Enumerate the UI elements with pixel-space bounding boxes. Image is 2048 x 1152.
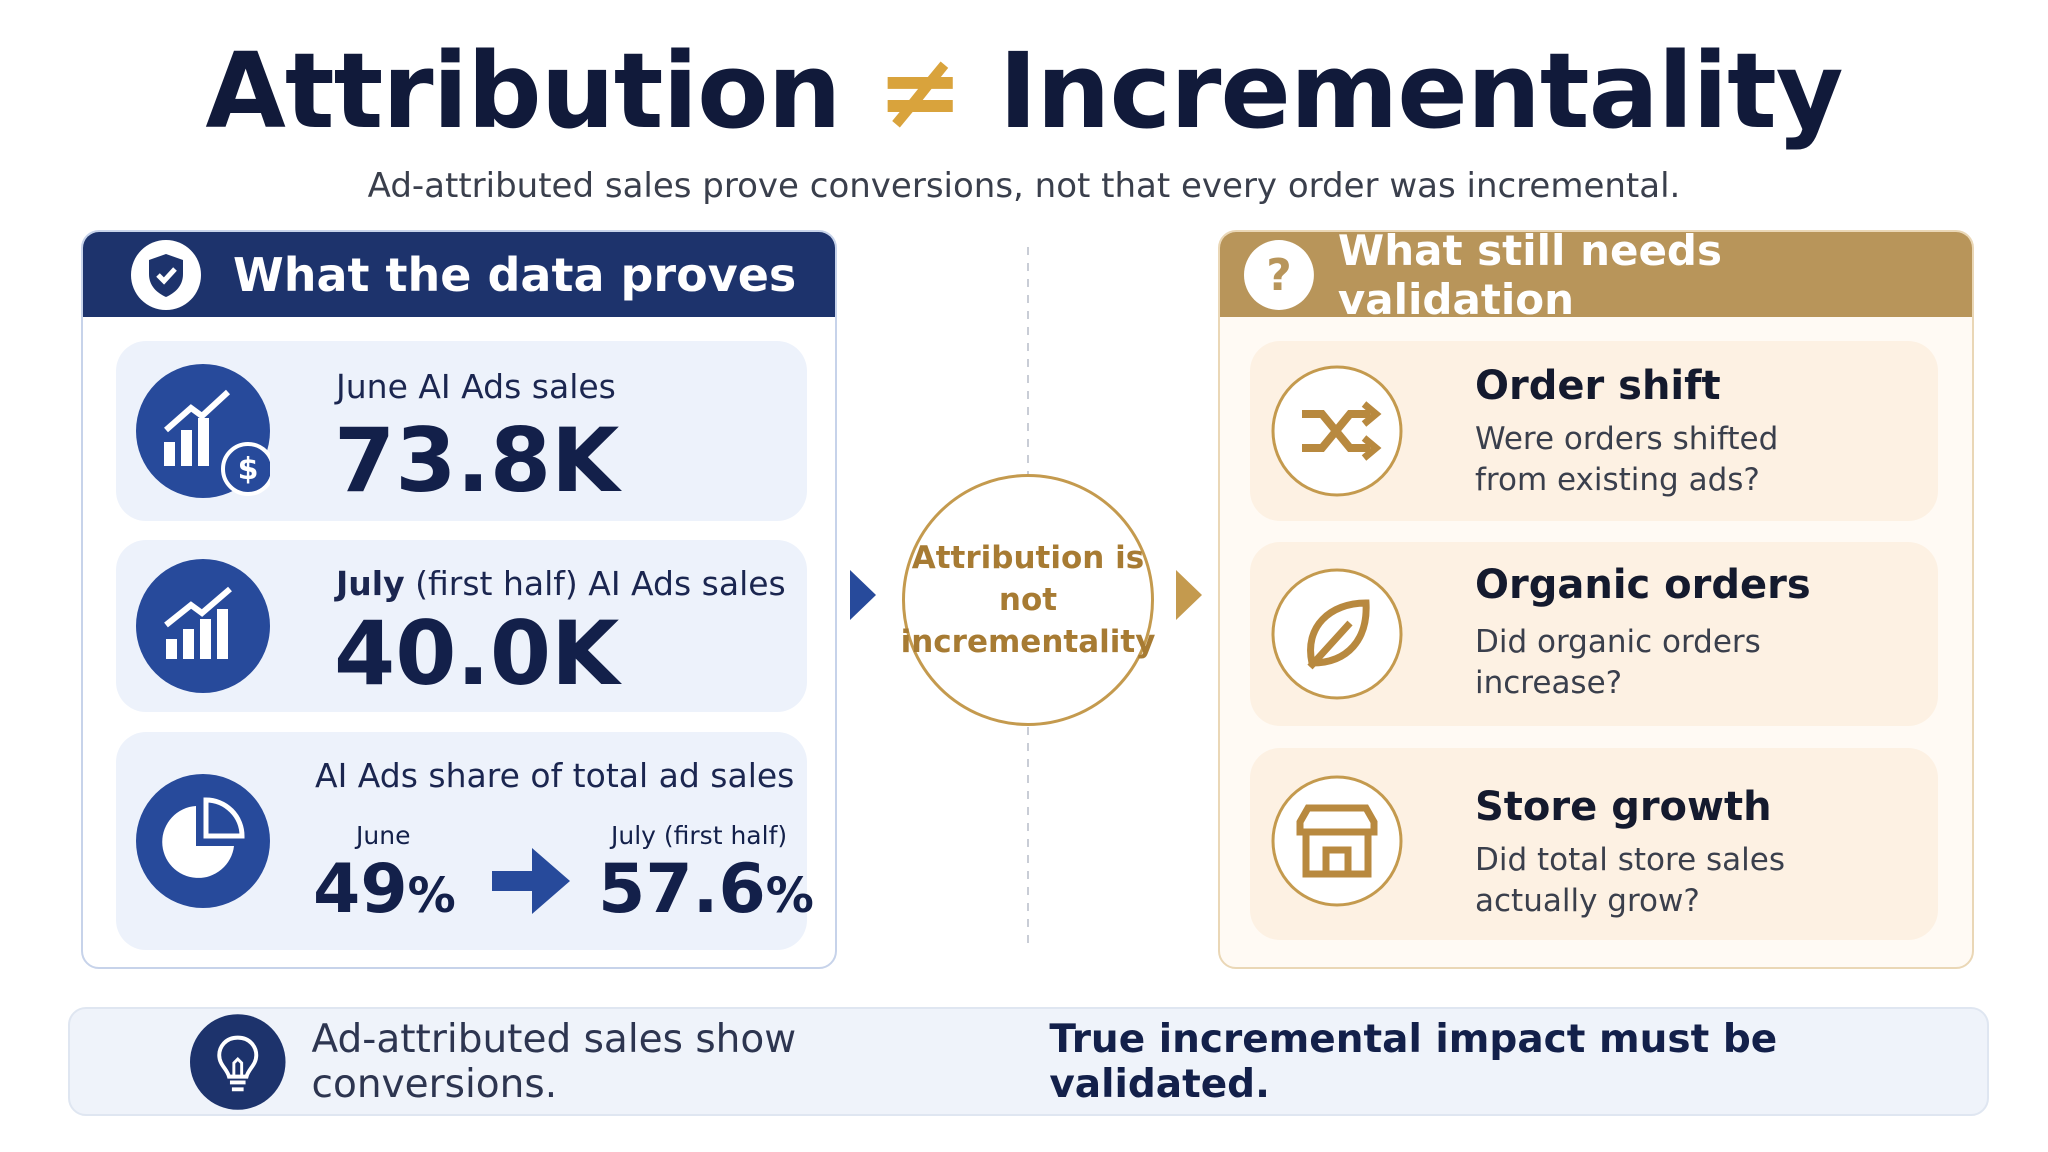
question-card: Store growth Did total store sales actua…: [1250, 748, 1938, 940]
metric-label: July (first half) AI Ads sales: [336, 564, 786, 603]
metric-label-month: July: [336, 564, 405, 603]
question-text: Did organic orders increase?: [1475, 624, 1761, 701]
left-panel-header: What the data proves: [83, 232, 835, 317]
shuffle-icon: [1271, 365, 1403, 497]
metric-value: 73.8K: [334, 409, 620, 512]
svg-text:$: $: [238, 452, 259, 487]
right-panel: ? What still needs validation Order shif…: [1218, 230, 1974, 969]
question-card: Order shift Were orders shifted from exi…: [1250, 341, 1938, 521]
to-value: 57.6%: [598, 850, 814, 929]
metric-card: July (first half) AI Ads sales 40.0K: [116, 540, 807, 712]
arrow: [492, 848, 570, 914]
right-panel-title: What still needs validation: [1337, 230, 1722, 324]
chart-icon: $: [136, 364, 270, 498]
leaf-icon: [1271, 568, 1403, 700]
question-title: Order shift: [1475, 363, 1721, 409]
left-panel: What the data proves $ June AI Ads sales…: [81, 230, 837, 969]
footer-text: Ad-attributed sales show conversions.: [311, 1016, 797, 1107]
svg-text:?: ?: [1266, 249, 1292, 300]
from-number: 49: [313, 850, 408, 929]
to-number: 57.6: [598, 850, 766, 929]
pie-icon: [136, 774, 270, 908]
title-sign: ≠: [876, 30, 964, 152]
question-card: Organic orders Did organic orders increa…: [1250, 542, 1938, 726]
metric-label: June AI Ads sales: [336, 367, 616, 406]
arrow-right: [1176, 570, 1202, 620]
subtitle: Ad-attributed sales prove conversions, n…: [367, 166, 1681, 206]
share-card: AI Ads share of total ad sales June 49% …: [116, 732, 814, 950]
from-label: June: [356, 821, 411, 850]
metric-card: $ June AI Ads sales 73.8K: [116, 341, 807, 521]
from-value: 49%: [313, 850, 456, 929]
divider: [1027, 247, 1029, 947]
metric-value: 40.0K: [334, 602, 620, 705]
left-panel-title: What the data proves: [233, 247, 797, 302]
title-left: Attribution: [205, 30, 841, 152]
footer: Ad-attributed sales show conversions. Tru…: [68, 1007, 1989, 1116]
chart-icon: [136, 559, 270, 693]
center-label: Attribution is not incrementality: [901, 474, 1155, 726]
question-icon: ?: [1244, 239, 1314, 310]
question-text: Did total store sales actually grow?: [1475, 842, 1785, 919]
title-right: Incrementality: [998, 30, 1844, 152]
question-text: Were orders shifted from existing ads?: [1475, 421, 1779, 498]
footer-emphasis: True incremental impact must be validate…: [1049, 1016, 1778, 1107]
to-label: July (first half): [611, 821, 788, 850]
title: Attribution ≠ Incrementality: [0, 30, 2048, 152]
question-title: Organic orders: [1475, 562, 1811, 608]
to-unit: %: [765, 868, 814, 924]
from-unit: %: [407, 868, 456, 924]
share-label: AI Ads share of total ad sales: [315, 756, 795, 795]
right-panel-header: ? What still needs validation: [1220, 232, 1972, 324]
metric-label-rest: (first half) AI Ads sales: [415, 564, 786, 603]
lightbulb-icon: [190, 1013, 286, 1110]
store-icon: [1271, 775, 1403, 907]
question-title: Store growth: [1475, 784, 1772, 830]
arrow-left: [850, 570, 876, 620]
shield-icon: [131, 239, 201, 310]
